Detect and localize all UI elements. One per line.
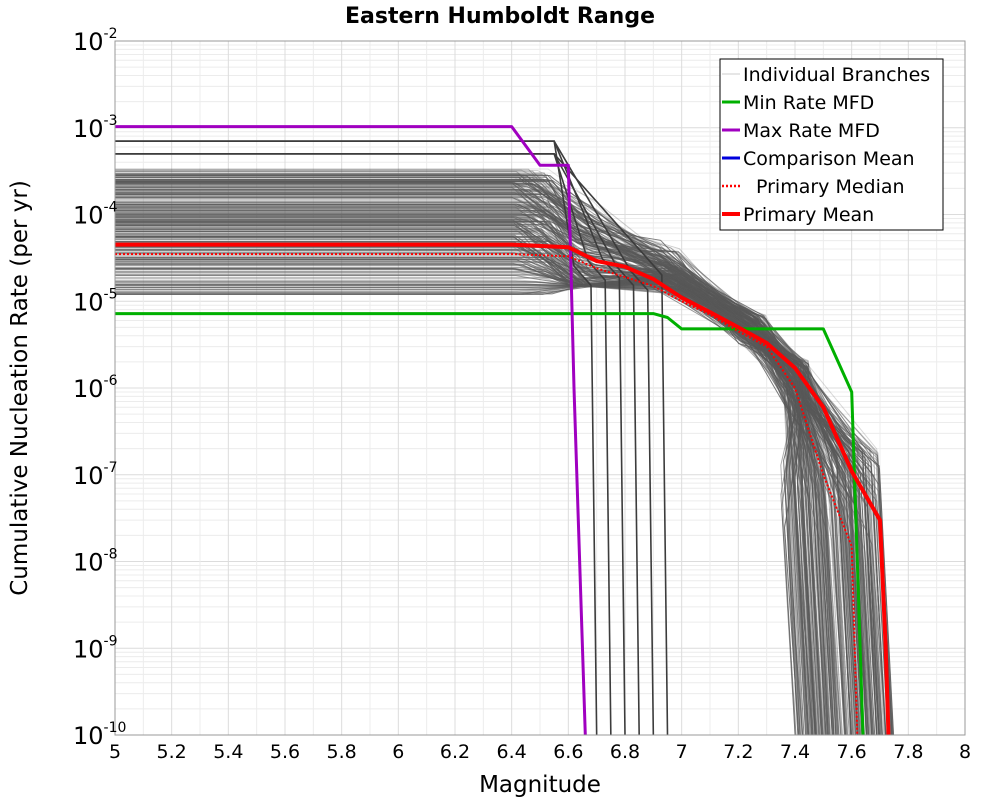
branch-line [115, 248, 810, 736]
individual-branches [115, 140, 895, 736]
branch-line [115, 174, 833, 736]
branch-line [115, 210, 883, 736]
branch-line [115, 205, 820, 736]
x-tick-label: 5.6 [270, 741, 300, 763]
legend-label: Primary Median [756, 176, 905, 198]
legend-label: Min Rate MFD [743, 92, 874, 114]
branch-line-early-drop [115, 153, 669, 736]
y-tick-label: 10-3 [73, 113, 118, 143]
y-tick-label: 10-9 [73, 633, 118, 663]
x-axis-label: Magnitude [479, 772, 601, 798]
plot-frame [114, 40, 966, 736]
series-min-rate-mfd [115, 312, 865, 736]
y-tick-label: 10-5 [73, 286, 118, 316]
branch-line [115, 187, 849, 736]
legend-label: Individual Branches [743, 64, 930, 86]
branch-line [115, 176, 837, 736]
branch-line [115, 203, 820, 736]
x-tick-label: 5 [109, 741, 121, 763]
y-tick-label: 10-10 [73, 720, 126, 750]
branch-line [115, 278, 855, 736]
y-tick-label: 10-7 [73, 460, 118, 490]
branch-line [115, 285, 852, 736]
x-tick-label: 7.2 [723, 741, 753, 763]
branch-line [115, 282, 862, 736]
branch-line [115, 280, 817, 736]
branch-line [115, 272, 852, 736]
chart-title: Eastern Humboldt Range [345, 4, 655, 29]
branch-line [115, 193, 842, 736]
series-max-rate-mfd [115, 125, 587, 736]
y-axis-ticks: 10-10 10-9 10-8 10-7 10-6 10-5 10-4 10-3 10-2 [73, 26, 126, 750]
x-tick-label: 7 [676, 741, 688, 763]
legend-label: Primary Mean [743, 204, 874, 226]
legend: Individual Branches Min Rate MFD Max Rate … [719, 58, 944, 231]
y-tick-label: 10-6 [73, 373, 118, 403]
branch-line [115, 175, 865, 736]
x-axis-ticks: 5 5.2 5.4 5.6 5.8 6 6.2 6.4 6.6 6.8 7 7.2 7.4 7.6 7.8 8 [109, 741, 971, 763]
branch-line [115, 221, 865, 736]
branch-line [115, 187, 837, 736]
series-lines [115, 125, 891, 736]
branch-line [115, 180, 814, 736]
branch-line [115, 283, 869, 736]
y-tick-label: 10-2 [73, 26, 118, 56]
x-tick-label: 6.8 [610, 741, 640, 763]
branch-line [115, 255, 824, 736]
branch-line [115, 274, 833, 736]
branch-line [115, 261, 892, 736]
branch-line [115, 245, 858, 736]
y-axis-label: Cumulative Nucleation Rate (per yr) [7, 180, 33, 596]
x-tick-label: 5.4 [213, 741, 243, 763]
legend-label: Comparison Mean [743, 148, 915, 170]
branch-line [115, 250, 829, 736]
y-tick-label: 10-4 [73, 200, 118, 230]
branch-line [115, 185, 801, 736]
branch-line [115, 222, 814, 736]
series-primary-mean [115, 242, 891, 736]
branch-line [115, 176, 843, 736]
x-tick-label: 6 [392, 741, 404, 763]
branch-line [115, 224, 893, 736]
branch-line [115, 179, 893, 736]
branch-line [115, 236, 819, 736]
branch-line [115, 189, 829, 736]
x-tick-label: 7.4 [780, 741, 810, 763]
x-tick-label: 7.6 [837, 741, 867, 763]
branch-line [115, 263, 807, 736]
x-tick-label: 6.6 [553, 741, 583, 763]
x-tick-label: 6.4 [497, 741, 527, 763]
legend-label: Max Rate MFD [743, 120, 880, 142]
branch-line [115, 192, 886, 736]
x-tick-label: 5.8 [327, 741, 357, 763]
y-tick-label: 10-8 [73, 547, 118, 577]
branch-line [115, 169, 863, 736]
x-tick-label: 7.8 [893, 741, 923, 763]
branch-line [115, 174, 875, 736]
x-tick-label: 6.2 [440, 741, 470, 763]
legend-box [719, 58, 944, 231]
x-tick-label: 8 [959, 741, 971, 763]
x-tick-label: 5.2 [157, 741, 187, 763]
branch-line [115, 182, 828, 736]
branch-line [115, 284, 803, 736]
